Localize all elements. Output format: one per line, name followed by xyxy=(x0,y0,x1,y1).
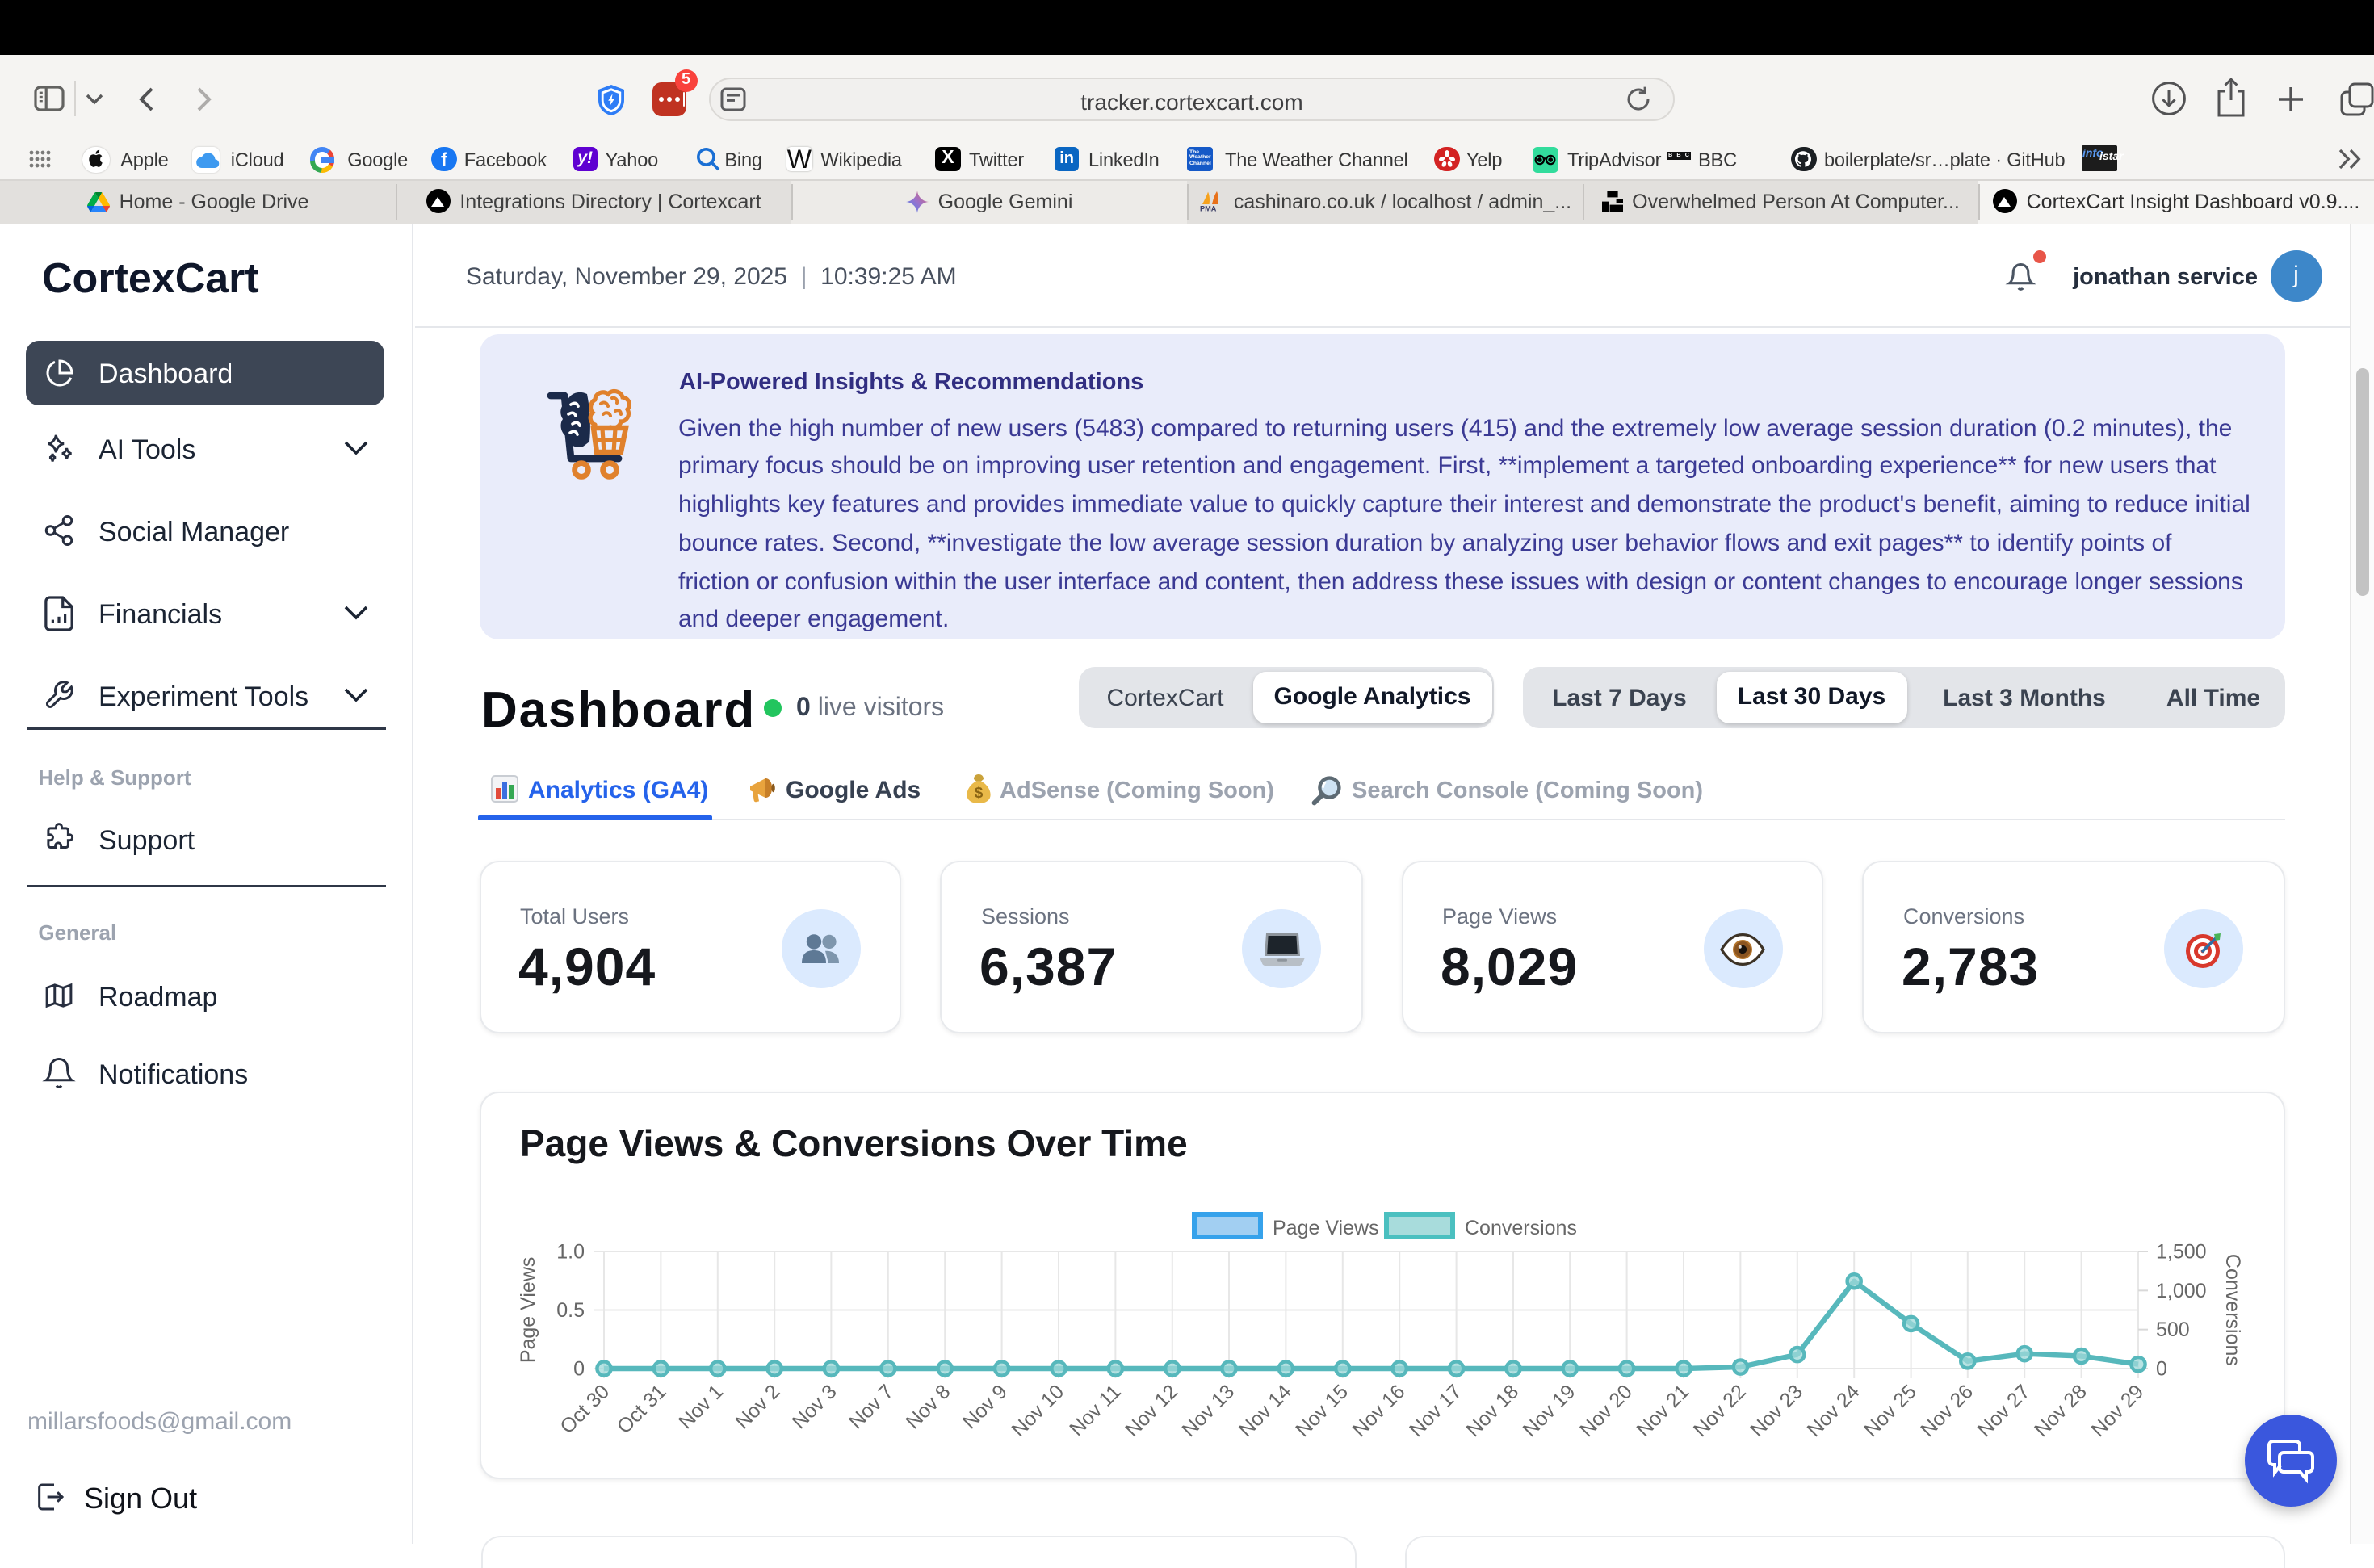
svg-text:Nov 17: Nov 17 xyxy=(1404,1379,1466,1440)
svg-text:Nov 11: Nov 11 xyxy=(1064,1379,1125,1440)
svg-text:Nov 8: Nov 8 xyxy=(900,1379,954,1432)
svg-text:Nov 25: Nov 25 xyxy=(1859,1379,1920,1440)
svg-text:Nov 1: Nov 1 xyxy=(673,1379,727,1432)
svg-text:Conversions: Conversions xyxy=(2221,1253,2243,1365)
svg-text:1.0: 1.0 xyxy=(556,1240,584,1263)
svg-text:Nov 18: Nov 18 xyxy=(1461,1379,1522,1440)
svg-text:Nov 28: Nov 28 xyxy=(2029,1379,2091,1440)
svg-text:PMA: PMA xyxy=(1200,205,1217,213)
svg-text:0.5: 0.5 xyxy=(556,1298,584,1321)
svg-text:500: 500 xyxy=(2155,1318,2189,1340)
svg-text:Nov 2: Nov 2 xyxy=(730,1379,783,1432)
svg-text:Nov 15: Nov 15 xyxy=(1290,1379,1352,1440)
svg-text:Nov 7: Nov 7 xyxy=(844,1379,897,1432)
svg-text:Nov 13: Nov 13 xyxy=(1177,1379,1238,1440)
svg-text:Nov 23: Nov 23 xyxy=(1745,1379,1806,1440)
svg-text:$: $ xyxy=(975,785,984,802)
svg-text:Oct 30: Oct 30 xyxy=(555,1379,613,1437)
svg-text:Nov 9: Nov 9 xyxy=(958,1379,1011,1432)
svg-text:Conversions: Conversions xyxy=(1464,1216,1576,1239)
svg-text:Nov 19: Nov 19 xyxy=(1518,1379,1579,1440)
svg-text:Nov 3: Nov 3 xyxy=(787,1379,841,1432)
svg-text:Nov 24: Nov 24 xyxy=(1802,1379,1864,1440)
svg-text:Page Views: Page Views xyxy=(1272,1216,1378,1239)
svg-text:Nov 12: Nov 12 xyxy=(1120,1379,1181,1440)
svg-text:Nov 22: Nov 22 xyxy=(1688,1379,1750,1440)
svg-text:Nov 29: Nov 29 xyxy=(2086,1379,2147,1440)
svg-text:1,000: 1,000 xyxy=(2155,1279,2206,1302)
svg-text:Nov 27: Nov 27 xyxy=(1973,1379,2034,1440)
svg-text:0: 0 xyxy=(2155,1357,2166,1380)
svg-text:Nov 16: Nov 16 xyxy=(1348,1379,1409,1440)
svg-text:Nov 10: Nov 10 xyxy=(1006,1379,1067,1440)
svg-text:Page Views: Page Views xyxy=(516,1256,539,1363)
svg-text:1,500: 1,500 xyxy=(2155,1240,2206,1263)
svg-text:Nov 21: Nov 21 xyxy=(1631,1379,1692,1440)
svg-text:Nov 14: Nov 14 xyxy=(1234,1379,1295,1440)
svg-text:Nov 26: Nov 26 xyxy=(1915,1379,1977,1440)
svg-text:Nov 20: Nov 20 xyxy=(1575,1379,1636,1440)
svg-text:Oct 31: Oct 31 xyxy=(612,1379,670,1437)
svg-text:0: 0 xyxy=(573,1357,584,1380)
